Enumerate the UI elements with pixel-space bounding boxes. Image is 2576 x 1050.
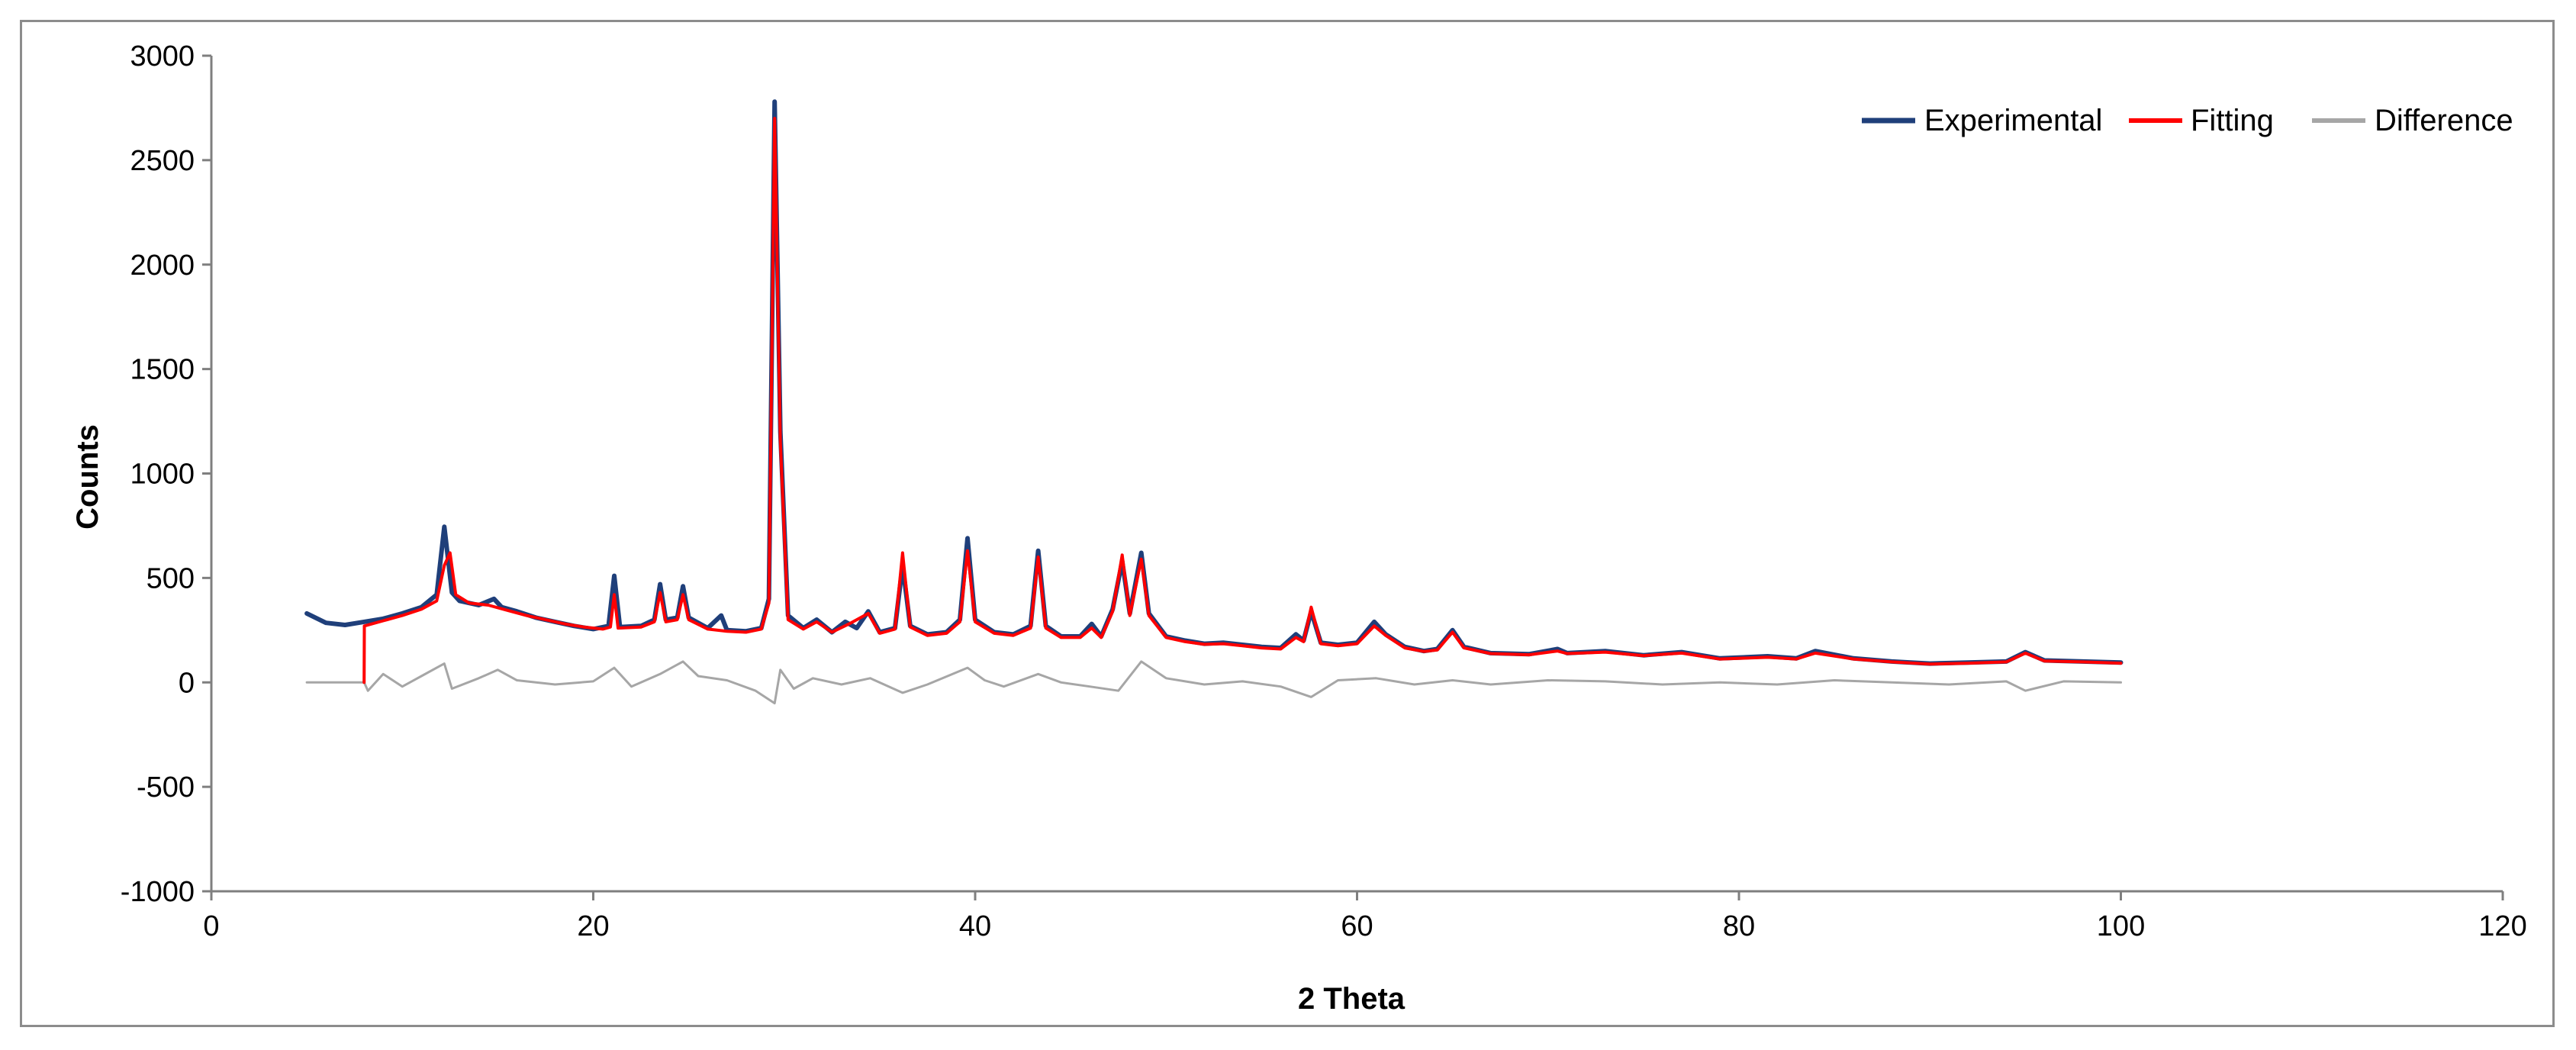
y-tick-label: -500 (137, 771, 195, 804)
series-line-difference (305, 660, 2122, 705)
y-axis: -1000 -500 0 500 1000 1500 2000 2500 3000 (121, 40, 213, 908)
y-tick-label: 3000 (130, 40, 195, 72)
y-tick-label: 1500 (130, 354, 195, 386)
series-line-fitting (362, 117, 2123, 684)
y-tick-label: 500 (147, 562, 195, 594)
legend-label-difference: Difference (2375, 104, 2513, 137)
y-tick-label: 0 (179, 667, 195, 699)
y-tick-label: 2000 (130, 250, 195, 282)
y-axis-title: Counts (71, 424, 105, 530)
x-axis: 0 20 40 60 80 100 120 (203, 890, 2527, 942)
x-tick-label: 60 (1341, 910, 1373, 942)
x-tick-label: 120 (2478, 910, 2526, 942)
y-tick-label: -1000 (121, 876, 195, 908)
x-tick-label: 100 (2097, 910, 2145, 942)
x-tick-label: 80 (1723, 910, 1755, 942)
chart-frame (20, 20, 2555, 1027)
y-tick-label: 2500 (130, 145, 195, 177)
x-tick-label: 0 (203, 910, 219, 942)
x-axis-title: 2 Theta (1298, 982, 1406, 1016)
y-tick-label: 1000 (130, 459, 195, 491)
series-lines (304, 99, 2124, 705)
legend-label-experimental: Experimental (1924, 104, 2102, 137)
legend: Experimental Fitting Difference (1862, 104, 2513, 137)
legend-label-fitting: Fitting (2191, 104, 2274, 137)
x-tick-label: 40 (959, 910, 991, 942)
series-line-experimental (304, 99, 2124, 666)
x-tick-label: 20 (577, 910, 609, 942)
